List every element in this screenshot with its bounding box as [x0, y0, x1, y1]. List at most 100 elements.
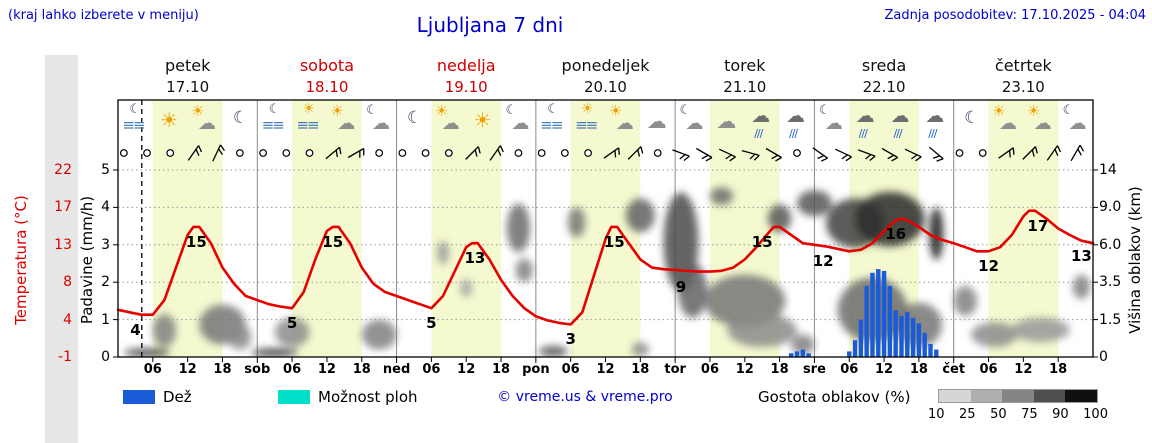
rain-bar	[852, 340, 858, 357]
wind-barb-icon	[347, 147, 365, 159]
rain-bars	[789, 269, 939, 357]
rain-bar	[847, 351, 852, 357]
daylight-band	[292, 100, 362, 357]
wind-barb-icon	[881, 147, 898, 162]
rain-bar	[893, 310, 898, 357]
calm-wind-icon	[421, 149, 430, 157]
wind-barb-icon	[1022, 146, 1038, 160]
cloud-blob	[625, 198, 655, 233]
scale-label-25: 25	[959, 407, 976, 422]
wind-barb-icon	[718, 148, 736, 162]
showers-legend-swatch	[278, 390, 310, 404]
wind-barb-icon	[835, 148, 852, 162]
daylight-bands	[152, 100, 1059, 357]
calm-wind-icon	[119, 149, 128, 157]
cloud-blob	[855, 191, 925, 247]
cloud-blob	[460, 279, 473, 298]
wind-barb-icon	[765, 147, 782, 162]
rain-bar	[910, 317, 916, 357]
cloud-blob	[152, 313, 177, 348]
wind-barb-icon	[489, 145, 504, 161]
cloud-density-scale-segment	[1065, 390, 1097, 402]
wind-barb-icon	[325, 146, 342, 160]
cloud-density-scale-labels: 10 25 50 75 90 100	[928, 407, 1108, 422]
cloud-blob	[768, 204, 792, 233]
wind-barb-icon	[741, 150, 760, 161]
calm-wind-icon	[444, 149, 453, 157]
calm-wind-icon	[143, 149, 151, 157]
cloud-blob	[274, 317, 310, 348]
cloud-blob	[678, 262, 708, 318]
calm-wind-icon	[955, 149, 964, 157]
cloud-blob	[704, 274, 786, 328]
cloud-blob	[953, 285, 977, 316]
rain-bar	[800, 349, 806, 357]
rain-bar	[928, 343, 933, 357]
rain-bar	[858, 319, 864, 357]
wind-barb-icon	[212, 144, 225, 162]
cloud-blob	[437, 241, 449, 265]
calm-wind-icon	[398, 149, 407, 157]
cloud-density-scale-segment	[970, 390, 1003, 402]
wind-row	[119, 144, 1085, 162]
rain-legend-label: Dež	[163, 388, 192, 406]
wind-barb-icon	[904, 148, 922, 162]
cloud-blob	[727, 313, 798, 348]
cloud-blob	[1072, 274, 1091, 300]
cloud-blob	[228, 324, 252, 350]
cloud-blob	[567, 207, 586, 238]
rain-bar	[934, 349, 939, 357]
rain-bar	[876, 269, 881, 357]
scale-label-50: 50	[990, 407, 1007, 422]
cloud-blob	[791, 334, 815, 355]
cloud-blob	[1011, 317, 1070, 343]
calm-wind-icon	[537, 149, 546, 157]
cloud-blob	[515, 258, 533, 283]
calm-wind-icon	[282, 149, 291, 157]
daylight-band	[988, 100, 1059, 357]
gridlines	[118, 100, 1093, 357]
cloud-blob	[709, 187, 734, 206]
rain-bar	[789, 353, 794, 357]
calm-wind-icon	[375, 149, 384, 157]
rain-legend-swatch	[123, 390, 155, 404]
wind-barb-icon	[603, 147, 620, 159]
left-gray-strip	[45, 55, 78, 443]
rain-bar	[881, 270, 887, 357]
wind-barb-icon	[1070, 144, 1085, 162]
wind-barb-icon	[812, 147, 828, 162]
copyright-link[interactable]: © vreme.us & vreme.pro	[497, 389, 673, 405]
cloud-blob	[631, 342, 650, 357]
cloud-blob	[797, 190, 832, 217]
page-title: Ljubljana 7 dni	[416, 13, 564, 37]
rain-bar	[899, 315, 904, 357]
wind-barb-icon	[187, 145, 203, 161]
calm-wind-icon	[653, 149, 662, 157]
calm-wind-icon	[235, 149, 244, 157]
cloud-blob	[538, 345, 568, 357]
calm-wind-icon	[514, 149, 523, 157]
rain-bar	[806, 353, 811, 357]
cloud-blob	[123, 348, 171, 357]
wind-barb-icon	[465, 146, 481, 160]
scale-label-100: 100	[1083, 407, 1108, 422]
calm-wind-icon	[978, 149, 987, 157]
cloud-density-gradient	[938, 389, 1098, 403]
calm-wind-icon	[584, 149, 592, 157]
cloud-density-scale-segment	[939, 390, 971, 402]
rain-bar	[794, 351, 800, 357]
daylight-band	[431, 100, 502, 357]
wind-barb-icon	[857, 149, 876, 162]
temperature-curve	[116, 209, 1095, 326]
wind-barb-icon	[998, 147, 1015, 159]
rain-bar	[916, 323, 922, 357]
wind-barb-icon	[1046, 145, 1062, 161]
wind-barb-icon	[696, 147, 713, 162]
wind-barb-icon	[928, 146, 944, 162]
cloud-density-legend-label: Gostota oblakov (%)	[758, 388, 911, 406]
rain-bar	[864, 285, 869, 357]
showers-legend-label: Možnost ploh	[318, 388, 418, 406]
cloud-blob	[251, 348, 298, 357]
